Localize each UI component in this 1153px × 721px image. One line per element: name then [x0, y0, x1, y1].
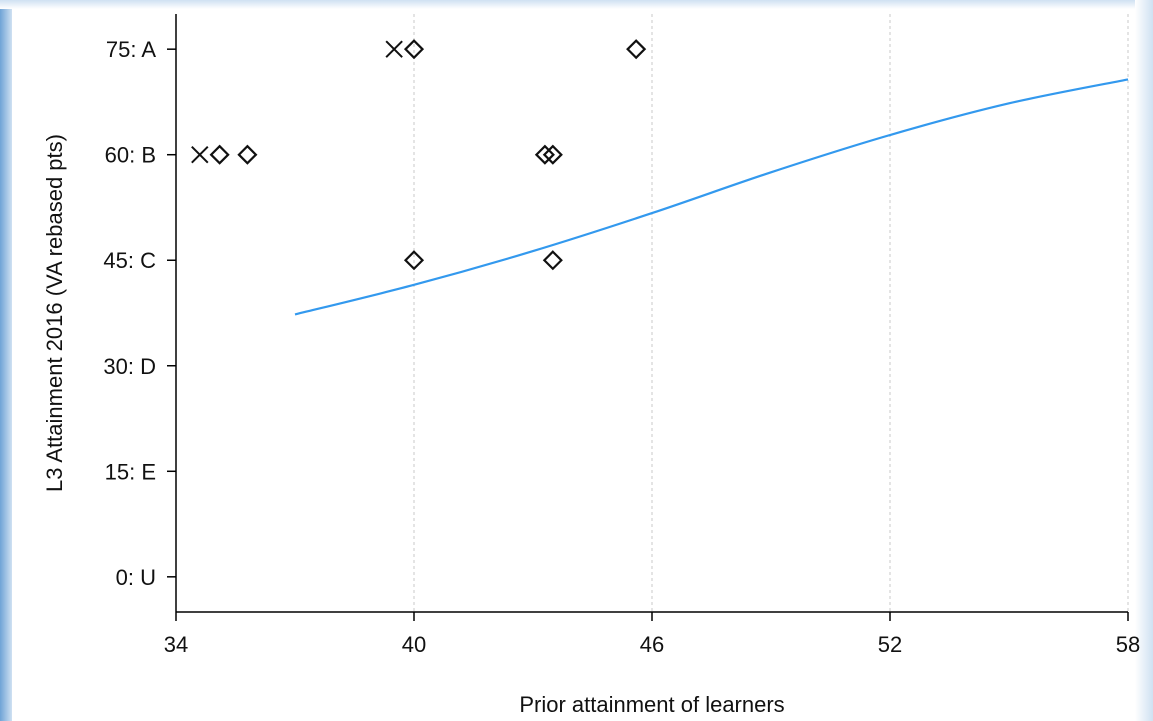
y-axis-title: L3 Attainment 2016 (VA rebased pts): [42, 134, 67, 492]
diamond-point: [237, 144, 258, 165]
x-point: [385, 40, 403, 58]
y-tick-label: 0: U: [116, 565, 156, 590]
frame-left-border: [0, 0, 12, 721]
frame-top-border: [0, 0, 1153, 9]
diamond-point: [403, 39, 425, 60]
diamond-point: [403, 250, 425, 271]
diamond-point: [209, 144, 230, 165]
y-tick-label: 45: C: [103, 248, 156, 273]
x-tick-label: 58: [1116, 632, 1140, 657]
x-tick-label: 34: [164, 632, 188, 657]
x-tick-label: 52: [878, 632, 902, 657]
diamond-point: [542, 250, 563, 271]
ticks-layer: 34 40 46 52 58 0: U 15: E 30: D 45: C 60: B 75: A: [103, 37, 1140, 657]
x-point: [191, 145, 209, 164]
y-tick-label: 75: A: [106, 37, 156, 62]
grid-layer: [413, 14, 1129, 612]
x-tick-label: 40: [402, 632, 426, 657]
diamond-point: [626, 39, 647, 60]
diamond-point: [542, 144, 563, 165]
series-layer: [191, 39, 1129, 316]
y-tick-label: 15: E: [105, 459, 156, 484]
y-tick-label: 30: D: [103, 354, 156, 379]
fit-line: [294, 78, 1129, 316]
x-axis-title: Prior attainment of learners: [519, 692, 784, 717]
diamond-point: [534, 144, 555, 165]
x-tick-label: 46: [640, 632, 664, 657]
y-tick-label: 60: B: [105, 143, 156, 168]
frame-right-border: [1135, 0, 1153, 721]
